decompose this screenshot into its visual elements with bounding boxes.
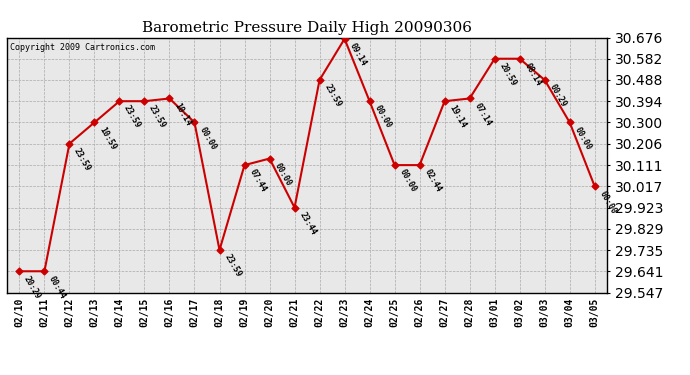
Text: 20:29: 20:29 xyxy=(22,274,43,300)
Point xyxy=(314,77,325,83)
Text: 00:00: 00:00 xyxy=(598,189,618,215)
Point xyxy=(264,156,275,162)
Text: 23:59: 23:59 xyxy=(222,253,243,279)
Text: 10:59: 10:59 xyxy=(97,125,117,152)
Point xyxy=(114,98,125,104)
Title: Barometric Pressure Daily High 20090306: Barometric Pressure Daily High 20090306 xyxy=(142,21,472,35)
Text: Copyright 2009 Cartronics.com: Copyright 2009 Cartronics.com xyxy=(10,43,155,52)
Text: 07:14: 07:14 xyxy=(473,101,493,128)
Text: 23:44: 23:44 xyxy=(297,210,317,237)
Point xyxy=(14,268,25,274)
Point xyxy=(139,98,150,104)
Point xyxy=(589,183,600,189)
Point xyxy=(89,119,100,125)
Point xyxy=(414,162,425,168)
Point xyxy=(214,247,225,253)
Text: 07:44: 07:44 xyxy=(247,168,268,194)
Point xyxy=(364,98,375,104)
Text: 00:00: 00:00 xyxy=(197,125,217,152)
Text: 00:00: 00:00 xyxy=(573,125,593,152)
Text: 00:00: 00:00 xyxy=(273,161,293,188)
Point xyxy=(64,141,75,147)
Point xyxy=(189,119,200,125)
Point xyxy=(239,162,250,168)
Text: 23:59: 23:59 xyxy=(72,146,92,172)
Text: 00:29: 00:29 xyxy=(547,83,568,109)
Text: 23:59: 23:59 xyxy=(122,104,143,130)
Point xyxy=(289,205,300,211)
Text: 00:00: 00:00 xyxy=(373,104,393,130)
Text: 10:14: 10:14 xyxy=(172,101,193,128)
Text: 09:14: 09:14 xyxy=(347,42,368,68)
Point xyxy=(164,96,175,102)
Point xyxy=(339,36,350,42)
Text: 23:59: 23:59 xyxy=(322,83,343,109)
Point xyxy=(489,56,500,62)
Point xyxy=(389,162,400,168)
Text: 23:59: 23:59 xyxy=(147,104,168,130)
Text: 08:14: 08:14 xyxy=(522,62,543,88)
Text: 19:14: 19:14 xyxy=(447,104,468,130)
Point xyxy=(539,77,550,83)
Text: 20:59: 20:59 xyxy=(497,62,518,88)
Point xyxy=(464,96,475,102)
Point xyxy=(439,98,450,104)
Text: 00:00: 00:00 xyxy=(397,168,417,194)
Point xyxy=(514,56,525,62)
Text: 00:44: 00:44 xyxy=(47,274,68,300)
Text: 02:44: 02:44 xyxy=(422,168,443,194)
Point xyxy=(564,119,575,125)
Point xyxy=(39,268,50,274)
